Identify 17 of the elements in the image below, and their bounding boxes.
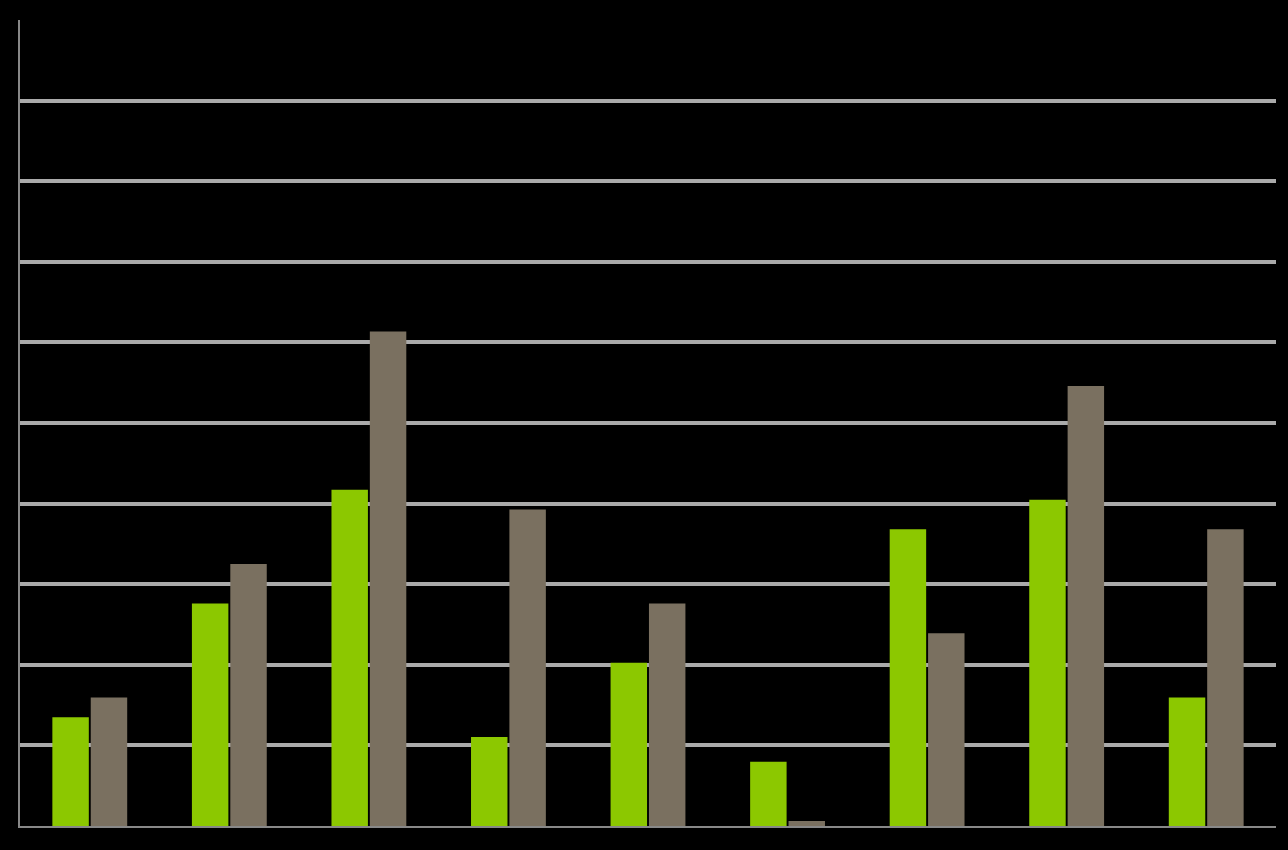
bar [369, 331, 407, 826]
bar [1067, 385, 1105, 826]
bar [1029, 499, 1066, 826]
bar [509, 509, 546, 826]
bar [1168, 697, 1206, 826]
bar [610, 662, 648, 826]
bar [90, 697, 128, 826]
bar [52, 717, 89, 826]
bar [889, 529, 927, 826]
bar [230, 563, 267, 826]
bar [648, 603, 686, 826]
bar [928, 633, 965, 826]
bar [750, 761, 787, 826]
bar [471, 737, 508, 826]
bar [331, 489, 368, 826]
bar [191, 603, 229, 826]
bar [1207, 529, 1244, 826]
